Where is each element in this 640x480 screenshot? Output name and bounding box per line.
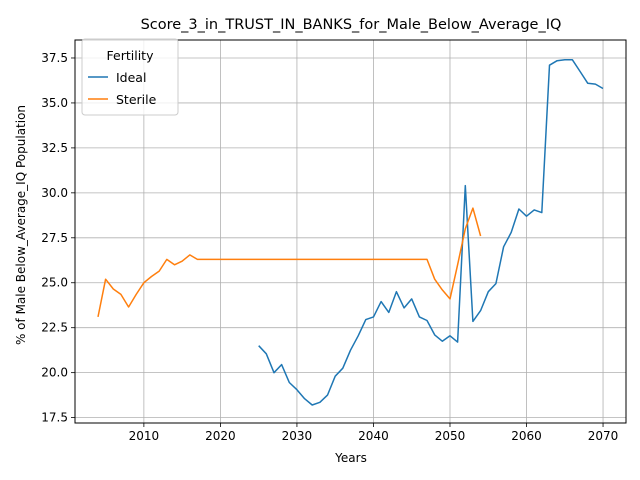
x-tick-label: 2050 (435, 429, 466, 443)
x-tick-label: 2020 (205, 429, 236, 443)
x-axis: 2010 2020 2030 2040 2050 2060 2070 (129, 423, 619, 443)
y-tick-label: 20.0 (41, 366, 68, 380)
legend-box (81, 38, 179, 116)
y-tick-label: 17.5 (41, 411, 68, 425)
y-axis: 17.5 20.0 22.5 25.0 27.5 30.0 32.5 35.0 37.5 (41, 51, 75, 425)
y-tick-label: 22.5 (41, 321, 68, 335)
x-tick-label: 2060 (511, 429, 542, 443)
x-tick-label: 2030 (282, 429, 313, 443)
legend-label-sterile: Sterile (116, 92, 157, 107)
y-tick-label: 37.5 (41, 51, 68, 65)
y-tick-label: 30.0 (41, 186, 68, 200)
y-tick-label: 25.0 (41, 276, 68, 290)
x-axis-label: Years (334, 451, 367, 465)
y-axis-label: % of Male Below_Average_IQ Population (14, 105, 28, 345)
legend-label-ideal: Ideal (116, 70, 146, 85)
grid-lines (75, 40, 626, 423)
legend-title: Fertility (107, 48, 155, 63)
x-tick-label: 2040 (358, 429, 389, 443)
x-tick-label: 2070 (588, 429, 619, 443)
y-tick-label: 32.5 (41, 141, 68, 155)
series-line-sterile (97, 207, 482, 318)
y-tick-label: 27.5 (41, 231, 68, 245)
legend: Fertility Ideal Sterile (81, 38, 179, 116)
series-lines (97, 59, 604, 406)
y-tick-label: 35.0 (41, 96, 68, 110)
plot-area-frame (74, 39, 627, 424)
x-tick-label: 2010 (129, 429, 160, 443)
series-line-ideal (258, 59, 604, 406)
chart-title: Score_3_in_TRUST_IN_BANKS_for_Male_Below… (141, 17, 562, 33)
